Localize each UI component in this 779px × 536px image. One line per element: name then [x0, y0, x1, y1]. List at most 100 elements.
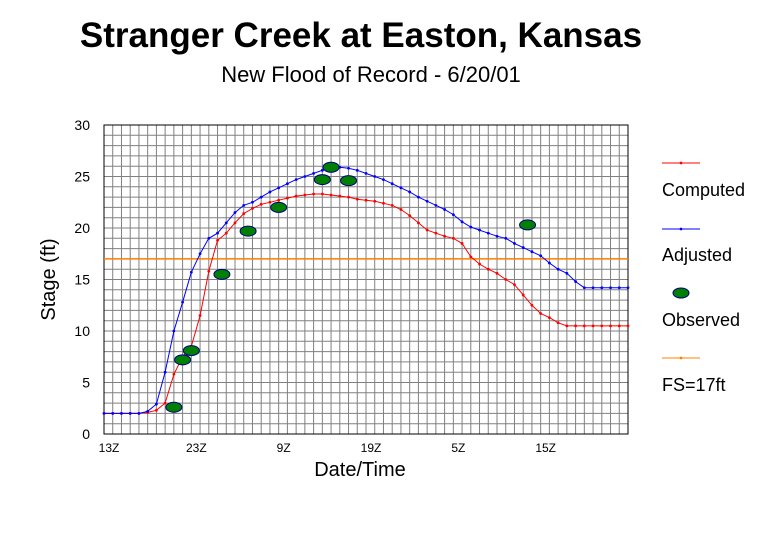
- point-computed: [425, 228, 429, 232]
- point-computed: [565, 324, 569, 328]
- point-adjusted: [216, 231, 219, 235]
- point-computed: [172, 372, 176, 376]
- point-computed: [451, 236, 455, 240]
- point-adjusted: [347, 166, 350, 170]
- point-observed: [519, 219, 537, 231]
- point-adjusted: [417, 195, 420, 199]
- point-computed: [582, 324, 586, 328]
- point-adjusted: [120, 412, 123, 415]
- point-computed: [495, 271, 499, 275]
- point-adjusted: [609, 286, 612, 290]
- point-computed: [443, 234, 446, 238]
- point-adjusted: [469, 225, 473, 229]
- point-computed: [320, 192, 324, 196]
- point-adjusted: [128, 412, 132, 415]
- x-axis-label: Date/Time: [314, 459, 406, 481]
- point-adjusted: [102, 412, 106, 415]
- point-computed: [478, 262, 481, 266]
- point-adjusted: [460, 220, 464, 224]
- point-adjusted: [478, 228, 481, 232]
- point-adjusted: [146, 409, 150, 413]
- point-adjusted: [242, 203, 246, 207]
- point-computed: [521, 293, 525, 297]
- point-computed: [617, 324, 621, 328]
- point-adjusted: [181, 300, 185, 304]
- point-observed: [213, 268, 231, 280]
- legend-label-adjusted: Adjusted: [662, 245, 733, 265]
- legend-dot-computed: [679, 161, 683, 165]
- point-adjusted: [556, 267, 560, 271]
- chart-subtitle: New Flood of Record - 6/20/01: [221, 62, 521, 87]
- point-computed: [417, 221, 420, 225]
- point-computed: [294, 194, 298, 198]
- point-adjusted: [521, 246, 525, 249]
- point-computed: [382, 201, 385, 205]
- point-adjusted: [591, 286, 595, 290]
- point-adjusted: [390, 182, 394, 186]
- point-adjusted: [320, 168, 324, 172]
- point-computed: [198, 314, 202, 317]
- point-computed: [539, 312, 543, 315]
- y-tick-label: 20: [74, 220, 90, 236]
- point-adjusted: [443, 208, 446, 211]
- x-tick-label: 23Z: [186, 441, 207, 455]
- point-computed: [548, 316, 551, 320]
- point-computed: [242, 212, 246, 215]
- point-adjusted: [565, 271, 569, 275]
- point-adjusted: [155, 402, 158, 406]
- y-tick-label: 15: [74, 272, 90, 288]
- y-tick-label: 0: [82, 426, 90, 442]
- point-observed: [239, 225, 257, 237]
- plot-border: [103, 124, 629, 435]
- point-computed: [556, 321, 560, 325]
- point-observed: [313, 174, 331, 186]
- point-computed: [303, 193, 307, 197]
- point-computed: [251, 207, 254, 210]
- point-adjusted: [294, 178, 298, 181]
- point-adjusted: [198, 252, 202, 256]
- legend-symbol-observed: [672, 287, 690, 299]
- point-adjusted: [355, 168, 359, 172]
- point-computed: [329, 193, 333, 197]
- y-tick-label: 25: [74, 169, 90, 185]
- y-tick-label: 5: [82, 375, 90, 391]
- point-adjusted: [548, 261, 551, 265]
- point-computed: [155, 408, 158, 412]
- x-tick-label: 5Z: [451, 441, 465, 455]
- x-tick-label: 15Z: [535, 441, 556, 455]
- point-computed: [504, 278, 508, 281]
- point-computed: [373, 199, 377, 203]
- point-computed: [469, 255, 473, 259]
- legend-dot-flood-stage: [679, 356, 683, 360]
- legend-label-computed: Computed: [662, 180, 746, 200]
- point-adjusted: [111, 412, 115, 415]
- point-computed: [574, 324, 577, 328]
- point-adjusted: [486, 231, 490, 235]
- point-adjusted: [513, 242, 516, 245]
- point-computed: [609, 324, 612, 328]
- chart-title: Stranger Creek at Easton, Kansas: [79, 16, 643, 55]
- point-adjusted: [189, 270, 193, 274]
- point-computed: [390, 203, 394, 207]
- point-adjusted: [434, 203, 438, 207]
- point-adjusted: [425, 199, 429, 203]
- point-adjusted: [495, 234, 499, 238]
- y-tick-label: 30: [74, 117, 90, 133]
- point-adjusted: [574, 280, 577, 283]
- point-computed: [338, 194, 342, 198]
- point-computed: [277, 198, 281, 202]
- point-computed: [216, 238, 219, 242]
- point-adjusted: [207, 236, 211, 240]
- point-adjusted: [259, 195, 263, 199]
- point-adjusted: [382, 178, 385, 181]
- point-observed: [270, 201, 288, 213]
- point-computed: [163, 401, 167, 405]
- point-adjusted: [268, 190, 272, 194]
- y-axis-label: Stage (ft): [38, 238, 60, 320]
- point-computed: [530, 303, 534, 307]
- point-adjusted: [172, 329, 176, 333]
- point-computed: [312, 192, 315, 196]
- legend-dot-adjusted: [679, 227, 683, 231]
- point-observed: [165, 401, 183, 413]
